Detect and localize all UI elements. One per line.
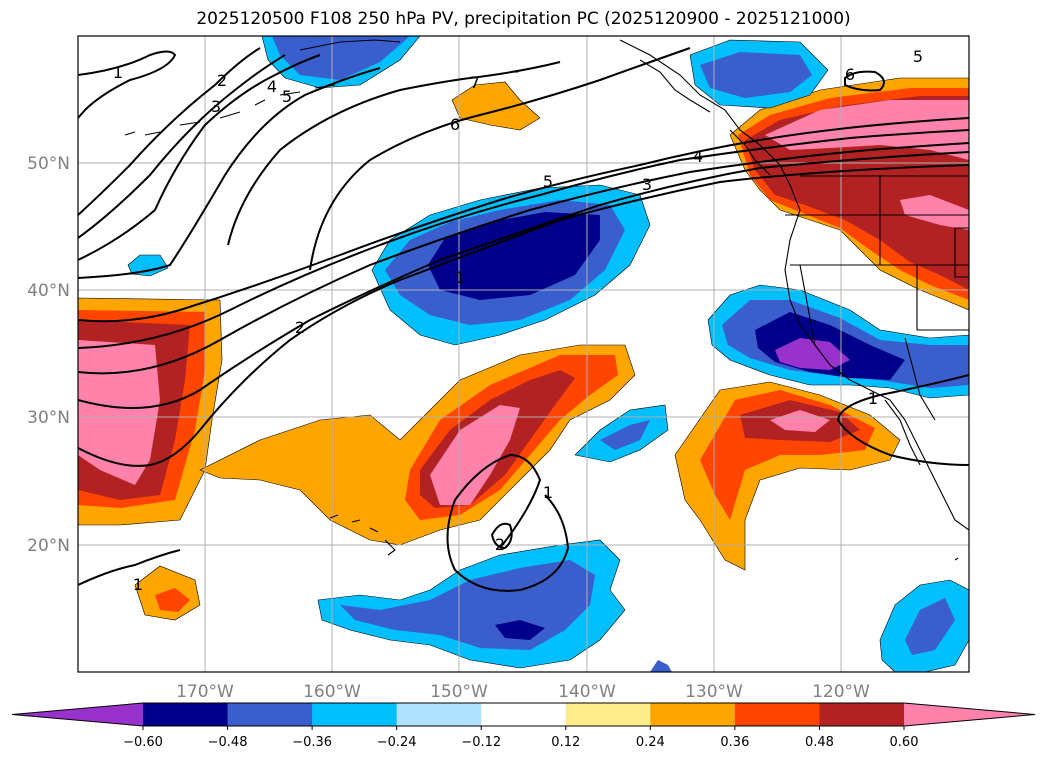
colorbar-cell	[565, 703, 651, 726]
colorbar-cell	[227, 703, 313, 726]
pv-label: 3	[642, 175, 652, 194]
pv-label: 1	[543, 483, 553, 502]
colorbar-tick-label: −0.60	[123, 735, 163, 750]
colorbar-tick-label: 0.12	[551, 735, 580, 750]
colorbar-tick-label: 0.60	[890, 735, 919, 750]
colorbar-tick-label: 0.24	[636, 735, 665, 750]
colorbar-tick-label: −0.24	[377, 735, 417, 750]
colorbar-tick-label: −0.48	[208, 735, 248, 750]
colorbar-cell	[650, 703, 736, 726]
longitude-labels: 170°W 160°W 150°W 140°W 130°W 120°W	[176, 682, 870, 702]
pv-label: 1	[133, 575, 143, 594]
map-title: 2025120500 F108 250 hPa PV, precipitatio…	[196, 9, 851, 29]
colorbar-cell	[904, 703, 1035, 726]
pv-contour-labels: 1 2 3 4 5 6 7 4 3 5 6 5 1 2 1 1 2 1	[113, 47, 923, 594]
lat-label: 40°N	[27, 281, 70, 301]
pv-label: 4	[267, 77, 277, 96]
colorbar-tick-label: −0.36	[292, 735, 332, 750]
colorbar-tick-label: 0.48	[805, 735, 834, 750]
colorbar-tick-label: 0.36	[720, 735, 749, 750]
pv-label: 7	[470, 73, 480, 92]
map-plot-area: 1 2 3 4 5 6 7 4 3 5 6 5 1 2 1 1 2 1	[78, 36, 969, 672]
colorbar-ticks	[142, 726, 905, 730]
precip-negative-areas	[127, 36, 969, 672]
colorbar-cells	[11, 702, 1036, 727]
lat-label: 30°N	[27, 408, 70, 428]
lat-label: 20°N	[27, 536, 70, 556]
lon-label: 150°W	[430, 682, 488, 702]
lat-label: 50°N	[27, 154, 70, 174]
colorbar: −0.60 −0.48 −0.36 −0.24 −0.12 0.12 0.24 0.36 0.4…	[11, 702, 1036, 750]
pv-label: 3	[211, 97, 221, 116]
pv-label: 1	[868, 389, 878, 408]
pv-label: 6	[450, 115, 460, 134]
lon-label: 140°W	[558, 682, 616, 702]
pv-label: 6	[845, 65, 855, 84]
pv-label: 1	[455, 268, 465, 287]
pv-label: 2	[295, 318, 305, 337]
latitude-labels: 50°N 40°N 30°N 20°N	[27, 154, 70, 556]
pv-label: 5	[913, 47, 923, 66]
colorbar-tick-label: −0.12	[461, 735, 501, 750]
pv-label: 2	[495, 535, 505, 554]
colorbar-cell	[12, 703, 143, 726]
colorbar-cell	[396, 703, 482, 726]
pv-label: 2	[217, 71, 227, 90]
lon-label: 170°W	[176, 682, 234, 702]
colorbar-cell	[312, 703, 398, 726]
colorbar-cell	[734, 703, 820, 726]
lon-label: 160°W	[303, 682, 361, 702]
pv-label: 5	[282, 87, 292, 106]
coastlines	[124, 39, 969, 561]
colorbar-cell	[819, 703, 905, 726]
pv-label: 5	[543, 172, 553, 191]
colorbar-labels: −0.60 −0.48 −0.36 −0.24 −0.12 0.12 0.24 0.36 0.4…	[123, 735, 918, 750]
pv-label: 4	[693, 147, 703, 166]
pv-label: 1	[113, 63, 123, 82]
colorbar-cell	[481, 703, 567, 726]
map-frame	[77, 35, 970, 673]
colorbar-cell	[143, 703, 229, 726]
lon-label: 130°W	[685, 682, 743, 702]
lon-label: 120°W	[812, 682, 870, 702]
pv-contours	[78, 47, 969, 592]
